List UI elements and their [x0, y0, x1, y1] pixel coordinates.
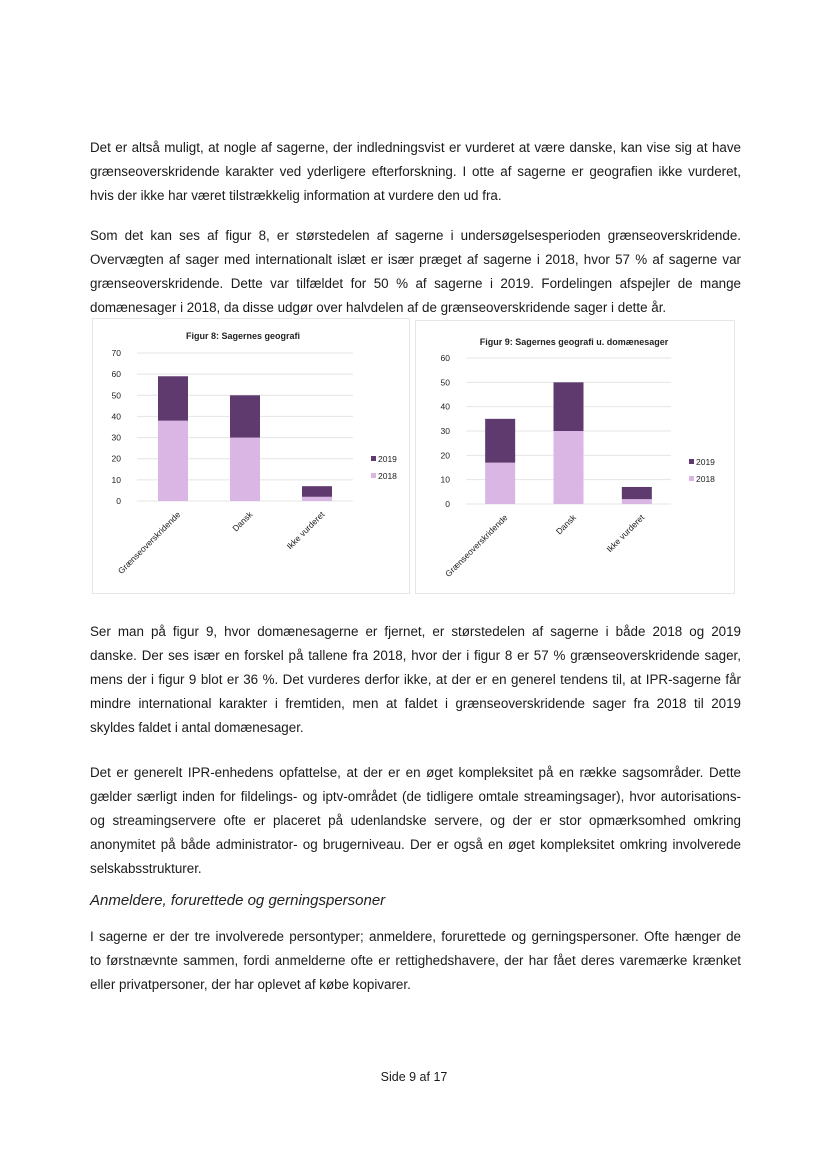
text-line: to førstnævnte sammen, fordi anmelderne …: [90, 953, 741, 968]
bar-2018: [302, 496, 332, 501]
x-tick-label: Dansk: [554, 512, 579, 537]
text-line: mindre international karakter i fremtide…: [90, 696, 741, 711]
y-tick-label: 60: [441, 353, 451, 363]
x-tick-label: Grænseoverskridende: [443, 512, 510, 579]
legend-label: 2018: [378, 471, 397, 481]
y-tick-label: 0: [116, 496, 121, 506]
text-line: grænseoverskridende karakter ved yderlig…: [90, 164, 741, 179]
text-line: hvis der ikke har været tilstrækkelig in…: [90, 188, 502, 203]
y-tick-label: 0: [445, 499, 450, 509]
legend-swatch-2018: [371, 473, 376, 478]
text-line: Som det kan ses af figur 8, er størstede…: [90, 228, 741, 243]
y-tick-label: 50: [112, 390, 122, 400]
text-line: eller privatpersoner, der har oplevet af…: [90, 977, 411, 992]
y-tick-label: 10: [441, 475, 451, 485]
text-line: og streamingservere ofte er placeret på …: [90, 813, 741, 828]
y-tick-label: 40: [441, 402, 451, 412]
text-line: Ser man på figur 9, hvor domænesagerne e…: [90, 624, 741, 639]
text-line: anonymitet på både administrator- og bru…: [90, 837, 741, 852]
y-tick-label: 20: [441, 450, 451, 460]
text-line: selskabsstrukturer.: [90, 861, 202, 876]
x-tick-label: Ikke vurderet: [604, 512, 646, 554]
paragraph-5: I sagerne er der tre involverede persont…: [90, 925, 741, 997]
text-line: Det er altså muligt, at nogle af sagerne…: [90, 140, 741, 155]
legend-swatch-2019: [371, 456, 376, 461]
paragraph-3: Ser man på figur 9, hvor domænesagerne e…: [90, 620, 741, 740]
bar-2019: [621, 486, 652, 500]
y-tick-label: 30: [112, 433, 122, 443]
page-number: Side 9 af 17: [380, 1070, 448, 1084]
legend-swatch-2018: [689, 476, 694, 481]
figure-9-chart: Figur 9: Sagernes geografi u. domænesage…: [415, 320, 735, 594]
y-tick-label: 70: [112, 348, 122, 358]
chart-title: Figur 9: Sagernes geografi u. domænesage…: [480, 337, 669, 347]
text-line: I sagerne er der tre involverede persont…: [90, 929, 741, 944]
chart-title: Figur 8: Sagernes geografi: [186, 331, 300, 341]
section-heading: Anmeldere, forurettede og gerningsperson…: [90, 892, 386, 909]
y-tick-label: 30: [441, 426, 451, 436]
text-line: mens der i figur 9 blot er 36 %. Det vur…: [90, 672, 741, 687]
y-tick-label: 50: [441, 377, 451, 387]
bar-2018: [485, 462, 516, 504]
paragraph-2: Som det kan ses af figur 8, er størstede…: [90, 224, 741, 320]
bar-2018: [158, 420, 188, 501]
legend-label: 2019: [378, 454, 397, 464]
y-tick-label: 10: [112, 475, 122, 485]
text-line: Overvægten af sager med internationalt i…: [90, 252, 741, 267]
y-tick-label: 20: [112, 454, 122, 464]
y-tick-label: 40: [112, 411, 122, 421]
text-line: Det er generelt IPR-enhedens opfattelse,…: [90, 765, 741, 780]
paragraph-4: Det er generelt IPR-enhedens opfattelse,…: [90, 761, 741, 881]
x-tick-label: Grænseoverskridende: [116, 509, 183, 576]
legend-swatch-2019: [689, 459, 694, 464]
text-line: skyldes faldet i antal domænesager.: [90, 720, 304, 735]
text-line: domænesager i 2018, da disse udgør over …: [90, 300, 667, 315]
y-tick-label: 60: [112, 369, 122, 379]
bar-2019: [230, 395, 260, 438]
figure-8-chart: Figur 8: Sagernes geografi 0 10 20 30 40 50 60 7…: [92, 318, 410, 594]
bar-2018: [621, 499, 652, 504]
chart-svg: Figur 9: Sagernes geografi u. domænesage…: [441, 337, 716, 579]
bar-2019: [302, 486, 332, 497]
bar-2019: [485, 418, 516, 463]
text-line: danske. Der ses især en forskel på talle…: [90, 648, 741, 663]
bar-2019: [158, 376, 188, 421]
paragraph-1: Det er altså muligt, at nogle af sagerne…: [90, 136, 741, 208]
legend-label: 2019: [696, 457, 715, 467]
legend-label: 2018: [696, 474, 715, 484]
x-tick-label: Ikke vurderet: [285, 509, 327, 551]
text-line: grænseoverskridende. Dette var tilfældet…: [90, 276, 741, 291]
x-tick-label: Dansk: [230, 509, 255, 534]
text-line: gælder særligt inden for fildelings- og …: [90, 789, 741, 804]
bar-2019: [553, 382, 584, 431]
bar-2018: [230, 437, 260, 501]
chart-svg: Figur 8: Sagernes geografi 0 10 20 30 40 50 60 7…: [112, 331, 398, 576]
bar-2018: [553, 431, 584, 504]
